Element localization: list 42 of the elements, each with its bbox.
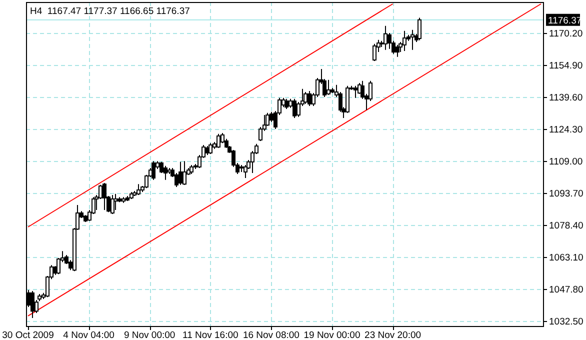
x-tick-label: 30 Oct 2009 bbox=[2, 330, 54, 340]
y-tick-label: 1047.80 bbox=[549, 284, 584, 296]
x-tick-label: 4 Nov 04:00 bbox=[63, 330, 114, 340]
candlestick bbox=[208, 142, 212, 154]
candlestick bbox=[182, 160, 186, 186]
x-tick-label: 16 Nov 08:00 bbox=[242, 330, 300, 340]
candlestick bbox=[354, 85, 358, 98]
candlestick bbox=[30, 290, 34, 319]
candlestick bbox=[292, 98, 296, 118]
x-tick-label: 23 Nov 20:00 bbox=[364, 330, 422, 340]
candlestick bbox=[220, 132, 224, 144]
candlestick bbox=[326, 79, 330, 96]
y-tick-label: 1032.50 bbox=[549, 316, 584, 328]
y-tick-label: 1078.40 bbox=[549, 220, 584, 232]
candlestick bbox=[152, 160, 156, 180]
candlestick bbox=[308, 90, 312, 107]
candlestick bbox=[114, 193, 118, 211]
candlestick bbox=[216, 133, 220, 148]
candlestick bbox=[396, 44, 400, 58]
y-tick-label: 1063.10 bbox=[549, 252, 584, 264]
y-tick-label: 1093.70 bbox=[549, 188, 584, 200]
y-tick-label: 1170.20 bbox=[549, 28, 583, 40]
candlestick bbox=[102, 182, 106, 211]
x-tick-label: 11 Nov 16:00 bbox=[182, 330, 238, 340]
candlestick bbox=[402, 30, 406, 52]
candlestick bbox=[164, 165, 168, 180]
y-tick-label: 1109.00 bbox=[549, 156, 583, 168]
candlestick bbox=[178, 161, 182, 186]
candlestick bbox=[410, 29, 414, 50]
candlestick bbox=[418, 17, 422, 41]
candlestick bbox=[384, 25, 388, 50]
candlestick bbox=[284, 98, 288, 110]
y-tick-label: 1124.30 bbox=[549, 124, 583, 136]
y-tick-label: 1139.60 bbox=[549, 92, 583, 104]
candlestick bbox=[372, 43, 376, 62]
x-tick-label: 19 Nov 00:00 bbox=[304, 330, 360, 340]
chart-title: H4 1167.47 1177.37 1166.65 1176.37 bbox=[30, 6, 190, 17]
x-tick-label: 9 Nov 00:00 bbox=[124, 330, 176, 340]
candlestick bbox=[110, 194, 114, 215]
candlestick bbox=[136, 184, 140, 196]
candlestick bbox=[304, 92, 308, 104]
y-tick-label: 1154.90 bbox=[549, 60, 583, 72]
